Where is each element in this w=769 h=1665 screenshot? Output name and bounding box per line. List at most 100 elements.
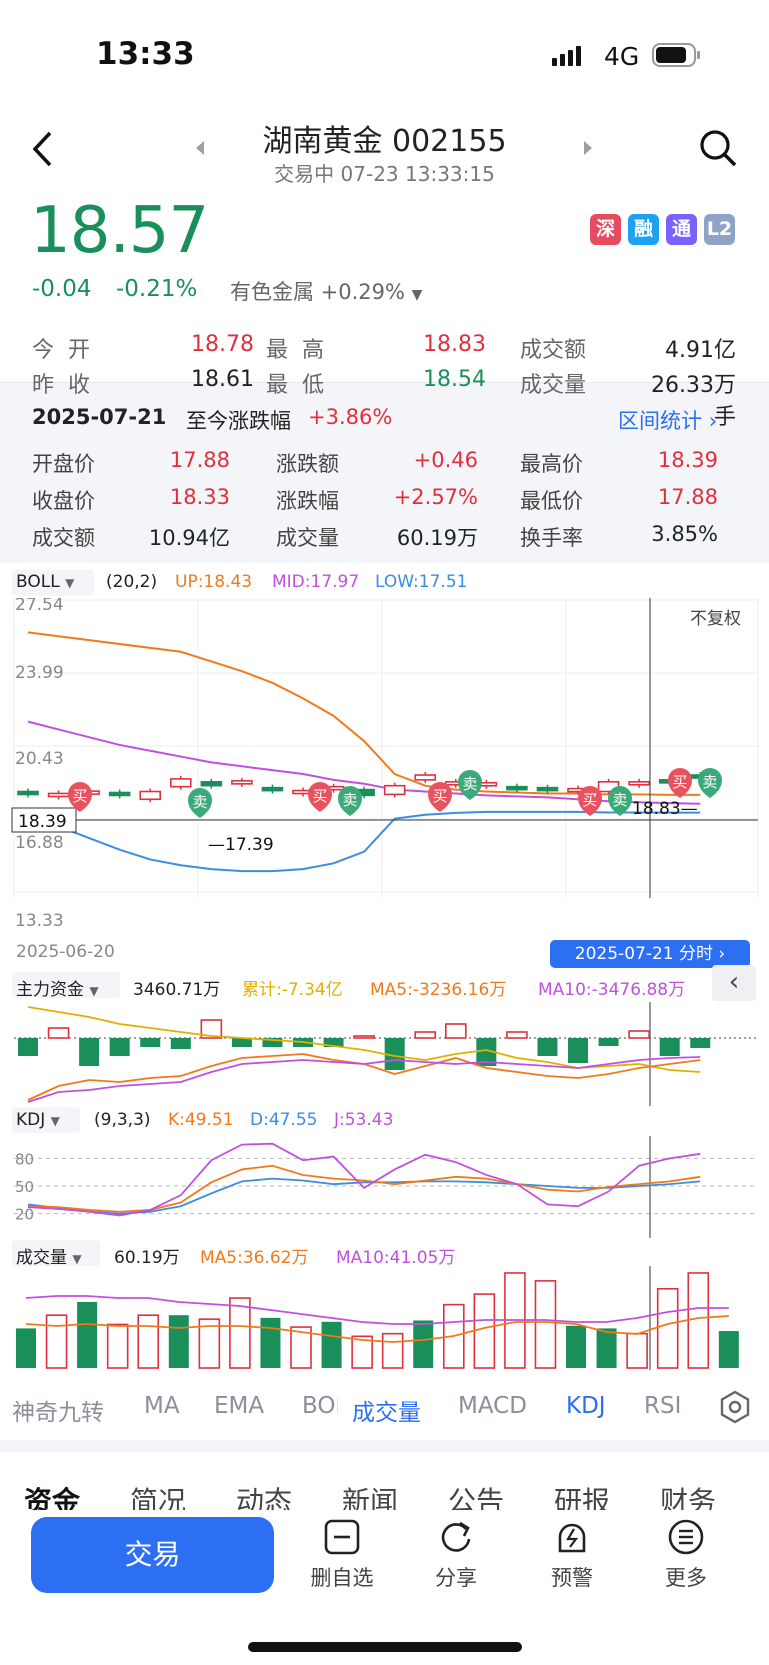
quote-label: 最低	[266, 373, 339, 398]
interval-stat-label: 开盘价	[32, 452, 95, 476]
interval-stat-value: 17.88	[169, 448, 230, 472]
icon-part	[558, 1523, 586, 1553]
flow-bar-negative	[79, 1038, 100, 1066]
kdj-selector[interactable]	[12, 1107, 80, 1133]
divider	[0, 382, 769, 383]
marker-label: 卖	[342, 791, 357, 809]
volume-bar-up	[534, 1280, 557, 1369]
candle	[200, 781, 223, 787]
status-time: 13:33	[96, 36, 195, 72]
volume-bar-down	[413, 1320, 434, 1368]
volume-bar-up	[351, 1335, 373, 1369]
market-badge: 融	[628, 214, 659, 245]
flow-bar-negative	[384, 1038, 405, 1070]
info-tab[interactable]: 研报	[554, 1485, 611, 1510]
indicator-tab[interactable]: KDJ	[566, 1393, 606, 1419]
candle	[414, 774, 437, 781]
info-tab[interactable]: 财务	[660, 1485, 717, 1510]
flow-bar-positive	[414, 1031, 437, 1039]
volume-bar-down	[596, 1328, 617, 1368]
low-price-mark: —17.39	[208, 835, 274, 855]
indicator-tab[interactable]: 神奇九转	[12, 1400, 104, 1426]
settings-icon[interactable]	[718, 1390, 752, 1424]
kdj-k-line	[27, 1164, 701, 1213]
collapse-arrow-icon[interactable]: ‹	[712, 965, 756, 1001]
info-tab[interactable]: 新闻	[342, 1485, 399, 1510]
more-icon[interactable]	[666, 1517, 706, 1557]
search-icon[interactable]	[698, 128, 738, 168]
indicator-tab[interactable]: BOLL	[302, 1393, 338, 1419]
bottom-action-label[interactable]: 预警	[551, 1566, 593, 1590]
sector-change[interactable]: 有色金属 +0.29% ▼	[230, 276, 422, 306]
flow-bar-positive	[628, 1030, 650, 1039]
indicator-tab[interactable]: MACD	[458, 1393, 527, 1419]
volume-selector[interactable]	[12, 1240, 100, 1266]
marker-label: 卖	[462, 775, 477, 793]
y-tick-label: 23.99	[15, 663, 64, 683]
minus-square-icon[interactable]	[322, 1517, 362, 1557]
buy-marker	[578, 786, 602, 816]
volume-bar-up	[656, 1287, 679, 1369]
kdj-k: K:49.51	[168, 1110, 234, 1130]
flow-cum: 累计:-7.34亿	[242, 980, 343, 1000]
volume-bar-down	[16, 1328, 36, 1368]
interval-stat-value: 17.88	[657, 485, 718, 509]
indicator-tab[interactable]: 成交量	[352, 1400, 421, 1426]
boll-up: UP:18.43	[175, 572, 253, 592]
boll-low-line	[27, 810, 701, 873]
marker-label: 卖	[702, 773, 717, 791]
quote-value: 4.91亿	[665, 338, 736, 363]
volume-ma10: MA10:41.05万	[336, 1248, 456, 1268]
flow-selector[interactable]	[12, 972, 120, 998]
volume-bar-down	[260, 1317, 281, 1368]
icon-part	[668, 1519, 704, 1555]
boll-kline-chart[interactable]: 27.54 23.99 20.43 16.88 13.33 18.39 —17.39 18.8…	[0, 598, 769, 938]
interval-stat-value: 18.33	[169, 485, 230, 509]
info-tab[interactable]: 公告	[448, 1485, 505, 1510]
interval-stats-link[interactable]: 区间统计 ›	[618, 405, 717, 435]
flow-bar-negative	[140, 1038, 161, 1047]
boll-up-line	[27, 631, 701, 796]
indicator-tab[interactable]: RSI	[644, 1393, 682, 1419]
volume-bar-up	[229, 1297, 251, 1369]
back-icon[interactable]	[30, 130, 56, 168]
quote-label: 最高	[266, 338, 339, 363]
flow-bar-negative	[262, 1038, 283, 1047]
sell-marker	[188, 788, 212, 818]
quote-label: 今开	[32, 338, 105, 363]
boll-selector[interactable]	[12, 570, 94, 596]
interval-stat-label: 涨跌额	[276, 452, 339, 476]
adjust-mode[interactable]: 不复权	[690, 609, 741, 629]
kdj-tick-label: 80	[15, 1150, 34, 1168]
info-tab[interactable]: 简况	[130, 1485, 187, 1510]
info-tab[interactable]: 动态	[236, 1485, 293, 1510]
alarm-icon[interactable]	[552, 1517, 592, 1557]
indicator-tab[interactable]: EMA	[214, 1393, 265, 1419]
intraday-popup-button[interactable]: 2025-07-21 分时 ›	[550, 940, 750, 968]
bottom-action-label[interactable]: 更多	[665, 1566, 707, 1590]
sell-marker	[338, 786, 362, 816]
interval-link-label: 区间统计	[618, 409, 702, 433]
main-fund-flow-chart[interactable]	[0, 1002, 769, 1106]
prev-stock-icon[interactable]	[194, 140, 206, 156]
flow-ma5-line	[27, 1053, 701, 1101]
quote-label: 成交量	[520, 373, 587, 398]
bottom-action-label[interactable]: 分享	[435, 1566, 477, 1590]
volume-bar-up	[198, 1318, 221, 1369]
indicator-tab[interactable]: MA	[144, 1393, 180, 1419]
next-stock-icon[interactable]	[582, 140, 594, 156]
flow-bar-positive	[353, 1035, 375, 1039]
chevron-down-icon: ▼	[411, 287, 423, 303]
kdj-chart[interactable]: 80 50 20	[0, 1136, 769, 1238]
boll-mid: MID:17.97	[272, 572, 360, 592]
interval-stat-value: +0.46	[413, 448, 478, 472]
trade-button[interactable]: 交易	[31, 1517, 274, 1593]
volume-ma5: MA5:36.62万	[200, 1248, 309, 1268]
flow-name: 主力资金 ▼	[16, 980, 99, 1000]
info-tab[interactable]: 资金	[24, 1485, 81, 1510]
share-icon[interactable]	[436, 1517, 476, 1557]
network-label: 4G	[604, 42, 640, 71]
bottom-action-label[interactable]: 删自选	[310, 1566, 374, 1590]
volume-chart[interactable]	[0, 1266, 769, 1370]
